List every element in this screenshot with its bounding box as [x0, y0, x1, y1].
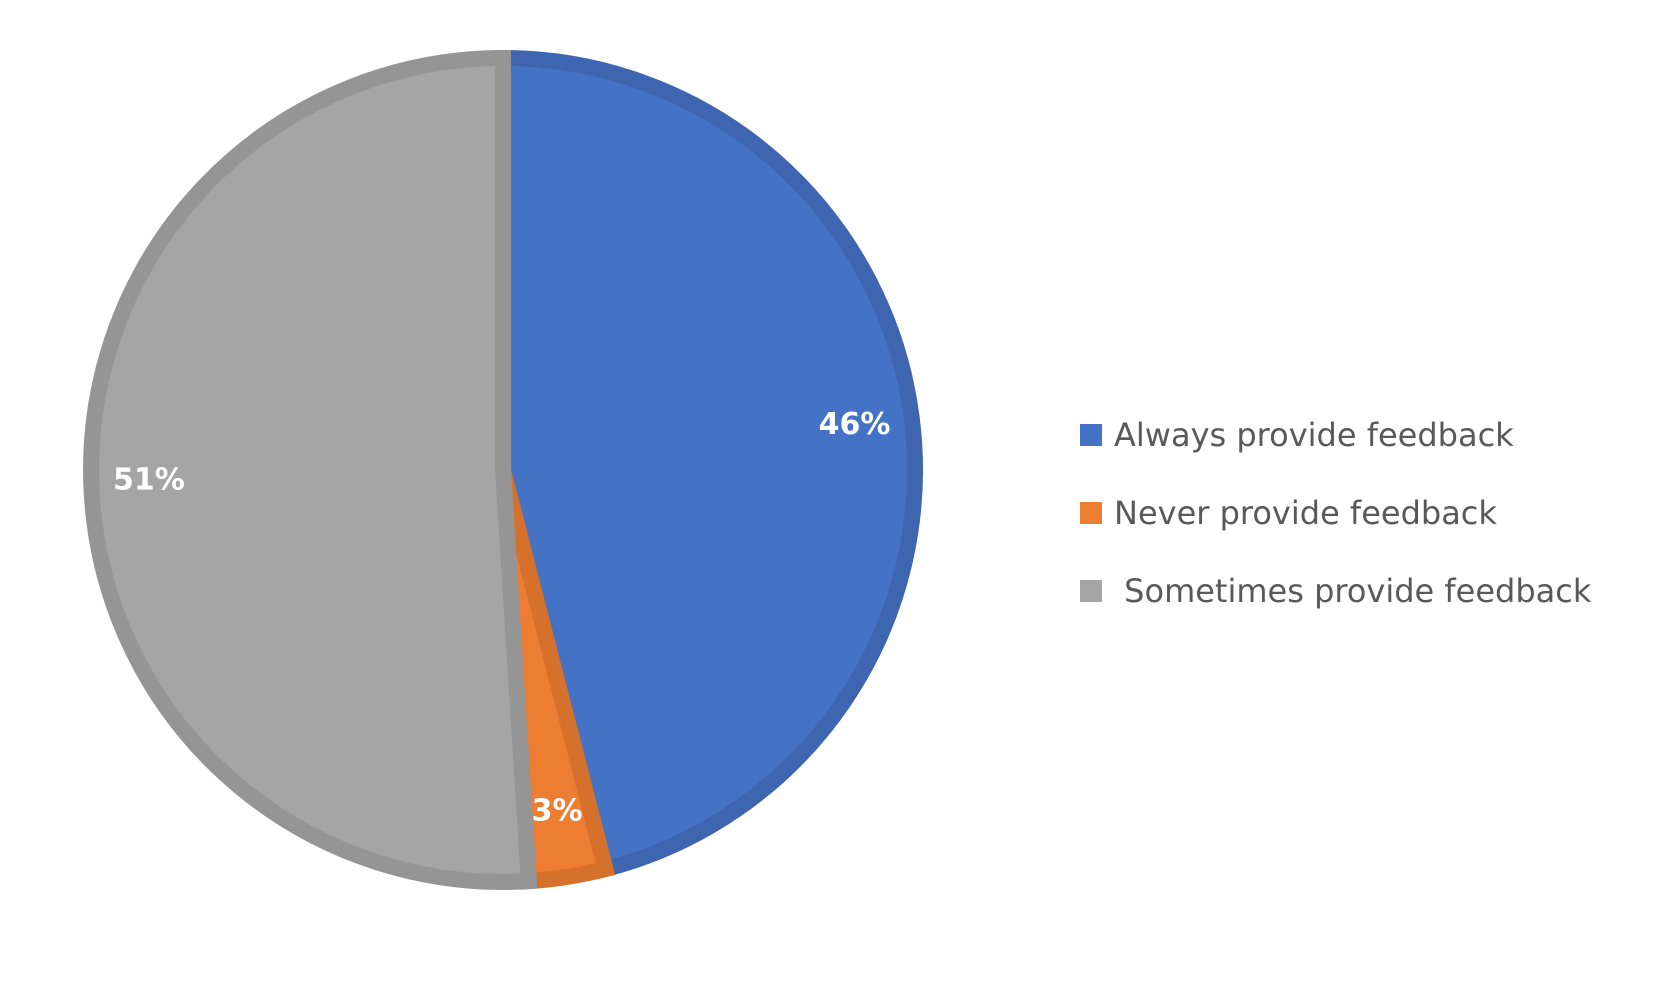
legend-item-always[interactable]: Always provide feedback: [1080, 396, 1591, 474]
pie-slices: [83, 49, 923, 890]
data-label-sometimes: 51%: [113, 463, 185, 498]
chart-legend: Always provide feedback Never provide fe…: [1080, 396, 1591, 630]
data-label-always: 46%: [819, 407, 891, 442]
legend-label-always: Always provide feedback: [1114, 416, 1514, 454]
legend-item-sometimes[interactable]: Sometimes provide feedback: [1080, 552, 1591, 630]
legend-label-never: Never provide feedback: [1114, 494, 1497, 532]
legend-item-never[interactable]: Never provide feedback: [1080, 474, 1591, 552]
pie-slice-sometimes[interactable]: [83, 49, 538, 890]
pie-slice-always[interactable]: [495, 49, 923, 879]
legend-swatch-sometimes: [1080, 580, 1102, 602]
data-label-never: 3%: [532, 793, 583, 828]
legend-swatch-always: [1080, 424, 1102, 446]
pie-data-labels: 46% 3% 51%: [113, 407, 890, 828]
legend-label-sometimes: Sometimes provide feedback: [1114, 572, 1592, 610]
legend-swatch-never: [1080, 502, 1102, 524]
